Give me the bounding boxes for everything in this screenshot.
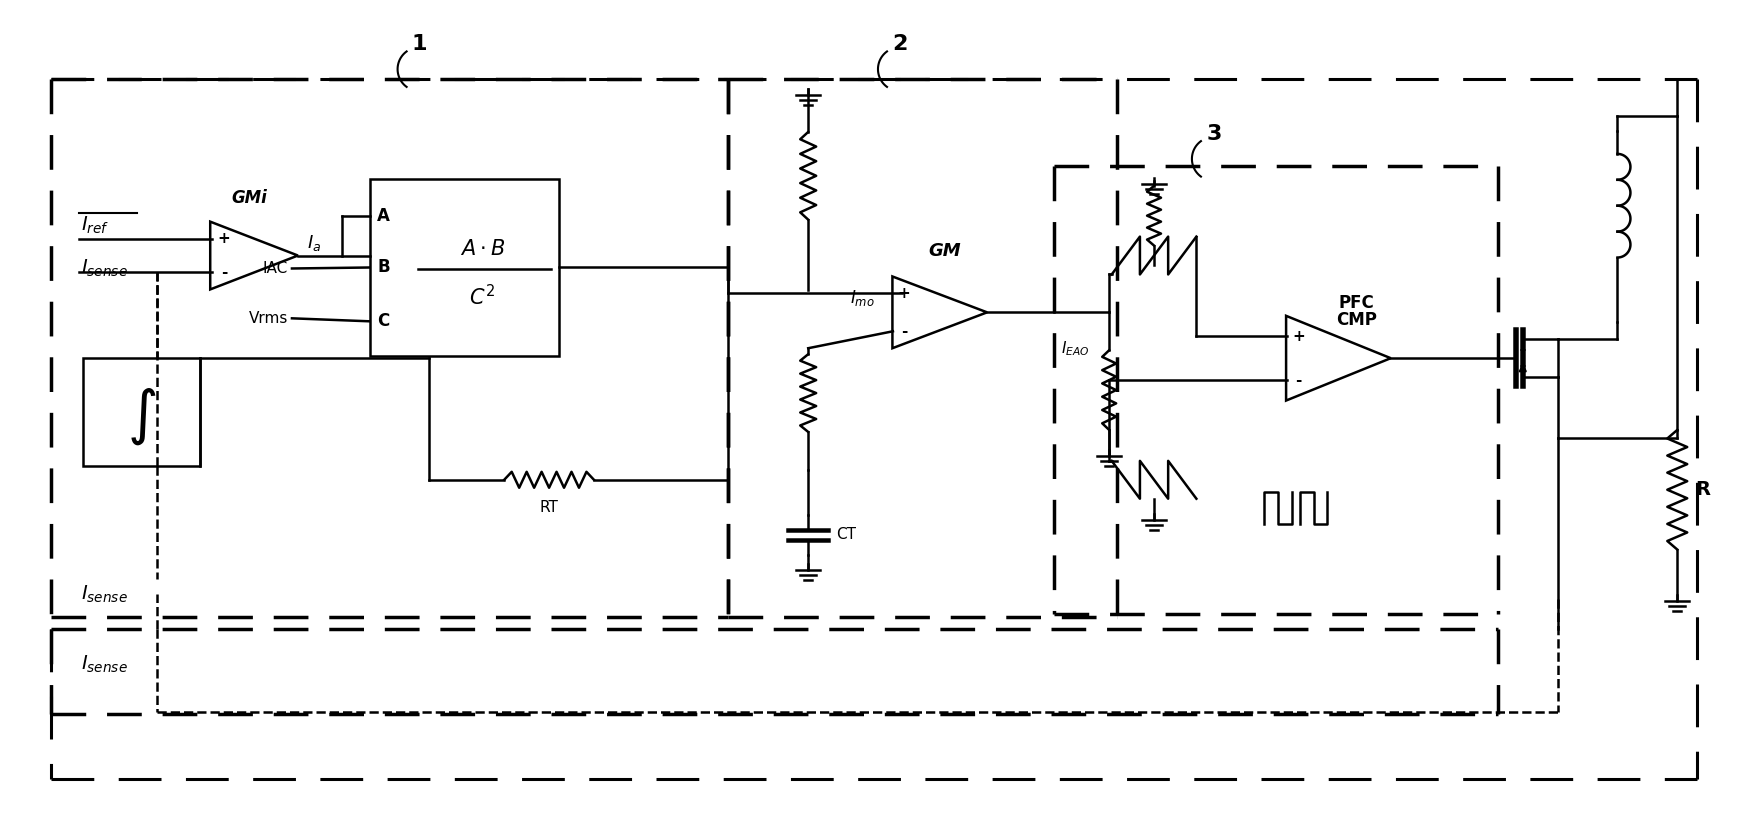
Text: B: B bbox=[377, 259, 389, 276]
Text: RT: RT bbox=[539, 500, 558, 515]
Text: $\int$: $\int$ bbox=[127, 387, 156, 447]
Text: $I_{sense}$: $I_{sense}$ bbox=[80, 584, 127, 605]
Text: $I_{ref}$: $I_{ref}$ bbox=[80, 215, 109, 237]
Text: GMi: GMi bbox=[231, 189, 268, 207]
Text: -: - bbox=[1295, 373, 1302, 388]
Text: CMP: CMP bbox=[1337, 311, 1376, 329]
Text: A: A bbox=[377, 207, 389, 225]
Text: CT: CT bbox=[836, 527, 857, 542]
Text: $I_{mo}$: $I_{mo}$ bbox=[850, 289, 874, 308]
Text: $I_a$: $I_a$ bbox=[308, 232, 322, 252]
Text: PFC: PFC bbox=[1338, 294, 1375, 313]
Bar bbox=[83, 358, 200, 466]
Text: IAC: IAC bbox=[262, 261, 289, 276]
Text: 2: 2 bbox=[892, 34, 907, 55]
Text: 1: 1 bbox=[412, 34, 428, 55]
Text: GM: GM bbox=[928, 241, 961, 260]
Text: C: C bbox=[377, 313, 389, 330]
Text: $A \cdot B$: $A \cdot B$ bbox=[459, 238, 506, 259]
Text: R: R bbox=[1695, 480, 1710, 500]
Text: 3: 3 bbox=[1206, 124, 1222, 144]
Text: +: + bbox=[217, 231, 231, 246]
Text: +: + bbox=[1291, 329, 1305, 344]
Bar bbox=[370, 179, 560, 356]
Text: +: + bbox=[897, 286, 911, 301]
Text: $I_{sense}$: $I_{sense}$ bbox=[80, 258, 127, 280]
Text: $C^2$: $C^2$ bbox=[469, 284, 495, 309]
Text: -: - bbox=[221, 265, 228, 280]
Text: $I_{sense}$: $I_{sense}$ bbox=[80, 653, 127, 675]
Text: $I_{EAO}$: $I_{EAO}$ bbox=[1062, 339, 1090, 357]
Text: Vrms: Vrms bbox=[249, 311, 289, 326]
Text: -: - bbox=[900, 324, 907, 339]
